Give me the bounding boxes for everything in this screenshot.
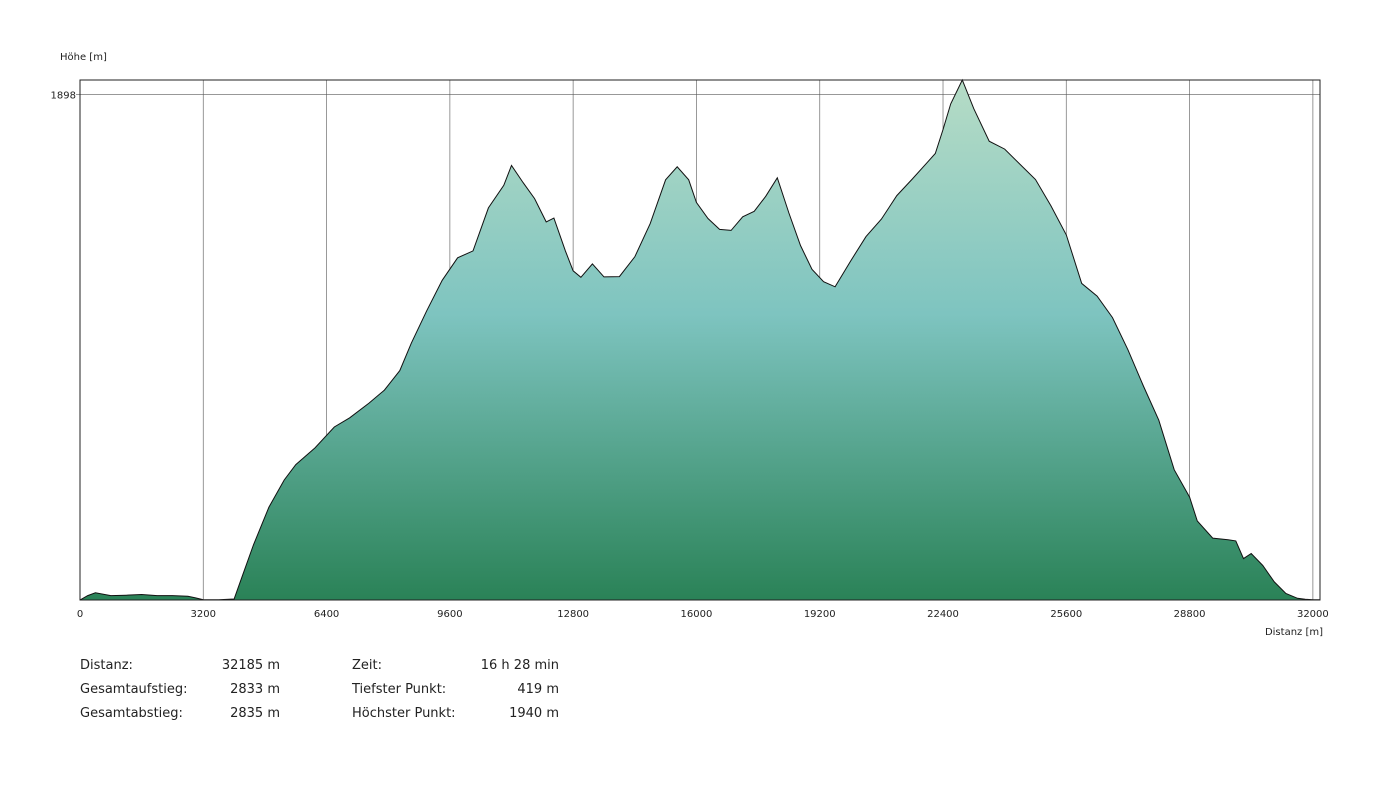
y-tick-label: 1898 — [51, 90, 76, 101]
elevation-line — [79, 78, 1320, 601]
elevation-profile-chart: Höhe [m] Distanz [m] 0 3200 6400 9600 12800 1… — [51, 52, 1329, 638]
x-tick-label: 22400 — [927, 609, 959, 620]
x-tick-label: 16000 — [681, 609, 713, 620]
x-tick-label: 19200 — [804, 609, 836, 620]
x-tick-label: 32000 — [1297, 609, 1329, 620]
distance-value: 32185 m — [221, 658, 280, 673]
x-tick-label: 28800 — [1174, 609, 1206, 620]
x-tick-label: 9600 — [437, 609, 462, 620]
plot-frame — [79, 79, 1321, 601]
distance-label: Distanz: — [80, 658, 133, 673]
highest-point-label: Höchster Punkt: — [352, 706, 456, 721]
time-value: 16 h 28 min — [480, 658, 559, 673]
y-axis-label: Höhe [m] — [60, 52, 107, 63]
total-descent-value: 2835 m — [230, 706, 280, 721]
time-label: Zeit: — [352, 658, 382, 673]
total-ascent-label: Gesamtaufstieg: — [80, 682, 188, 697]
total-descent-label: Gesamtabstieg: — [80, 706, 183, 721]
x-tick-label: 0 — [77, 609, 83, 620]
x-tick-label: 12800 — [557, 609, 589, 620]
axis-ticks: 0 3200 6400 9600 12800 16000 19200 22400 25600 28… — [51, 90, 1329, 620]
x-tick-label: 6400 — [314, 609, 339, 620]
total-ascent-value: 2833 m — [230, 682, 280, 697]
lowest-point-value: 419 m — [517, 682, 559, 697]
lowest-point-label: Tiefster Punkt: — [352, 682, 447, 697]
highest-point-value: 1940 m — [509, 706, 559, 721]
x-tick-label: 3200 — [191, 609, 216, 620]
x-tick-label: 25600 — [1050, 609, 1082, 620]
elevation-area — [80, 80, 1320, 600]
x-axis-label: Distanz [m] — [1265, 627, 1323, 638]
